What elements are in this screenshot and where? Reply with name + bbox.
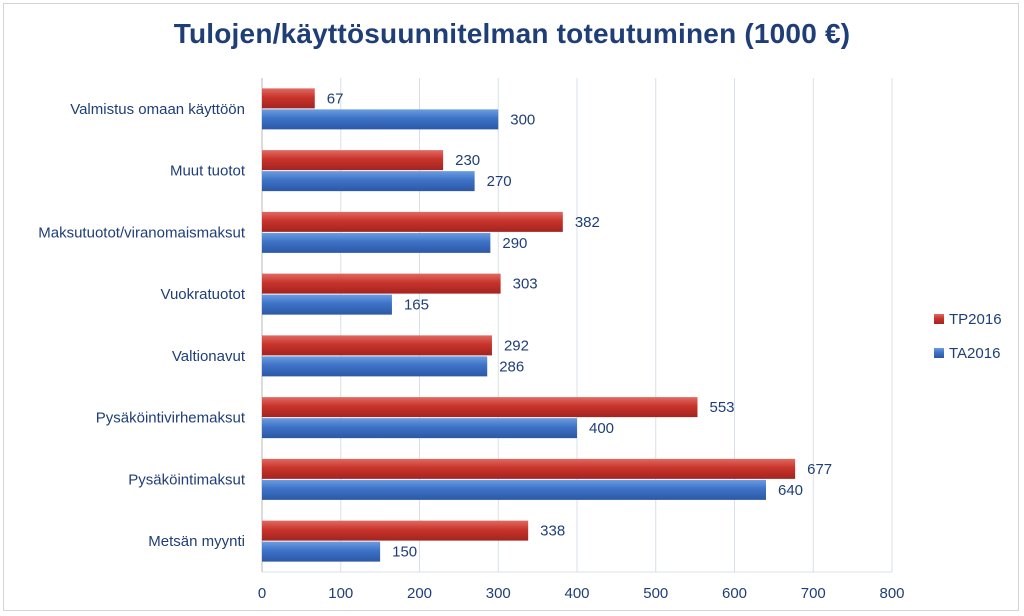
x-tick-label: 500 <box>643 585 668 602</box>
value-label: 640 <box>778 482 803 499</box>
bar-ta2016 <box>262 479 766 500</box>
x-tick-label: 0 <box>258 585 266 602</box>
category-label: Valtionavut <box>172 348 246 365</box>
value-label: 230 <box>455 152 480 169</box>
category-label: Metsän myynti <box>148 533 245 550</box>
bar-ta2016 <box>262 418 577 439</box>
chart-title: Tulojen/käyttösuunnitelman toteutuminen … <box>173 18 851 49</box>
bar-tp2016 <box>262 458 796 479</box>
value-label: 553 <box>709 399 734 416</box>
x-tick-label: 100 <box>328 585 353 602</box>
legend: TP2016 TA2016 <box>934 311 1002 362</box>
category-label: Valmistus omaan käyttöön <box>70 101 245 118</box>
value-label: 290 <box>502 235 527 252</box>
x-tick-label: 800 <box>879 585 904 602</box>
bar-tp2016 <box>262 520 529 541</box>
bar-ta2016 <box>262 294 392 315</box>
x-tick-label: 700 <box>801 585 826 602</box>
value-label: 270 <box>487 173 512 190</box>
value-label: 338 <box>540 523 565 540</box>
bar-tp2016 <box>262 273 501 294</box>
value-label: 400 <box>589 420 614 437</box>
legend-label: TA2016 <box>949 345 1000 362</box>
value-label: 150 <box>392 544 417 561</box>
bar-ta2016 <box>262 541 381 562</box>
category-label: Muut tuotot <box>170 163 246 180</box>
chart-frame <box>3 3 1019 611</box>
x-tick-label: 200 <box>407 585 432 602</box>
bar-tp2016 <box>262 88 315 109</box>
x-tick-label: 300 <box>486 585 511 602</box>
category-label: Pysäköintivirhemaksut <box>96 410 246 427</box>
legend-swatch-tp2016 <box>934 314 944 324</box>
bars <box>262 88 796 562</box>
bar-tp2016 <box>262 150 444 171</box>
value-label: 300 <box>510 111 535 128</box>
labels: 0 100 200 300 400 500 600 700 800 Valmistus omaan… <box>38 90 904 602</box>
x-tick-label: 600 <box>722 585 747 602</box>
bar-tp2016 <box>262 397 698 418</box>
legend-swatch-ta2016 <box>934 348 944 358</box>
bar-ta2016 <box>262 232 491 253</box>
value-label: 677 <box>807 461 832 478</box>
value-label: 165 <box>404 297 429 314</box>
value-label: 382 <box>575 214 600 231</box>
bar-ta2016 <box>262 171 475 192</box>
value-label: 286 <box>499 358 524 375</box>
legend-label: TP2016 <box>949 311 1002 328</box>
bar-ta2016 <box>262 356 488 377</box>
category-label: Maksutuotot/viranomaismaksut <box>38 224 246 241</box>
x-tick-label: 400 <box>564 585 589 602</box>
bar-tp2016 <box>262 211 563 232</box>
value-label: 303 <box>513 276 538 293</box>
value-label: 292 <box>504 337 529 354</box>
category-label: Pysäköintimaksut <box>128 471 246 488</box>
bar-ta2016 <box>262 109 499 130</box>
value-label: 67 <box>327 90 344 107</box>
category-label: Vuokratuotot <box>161 286 246 303</box>
bar-tp2016 <box>262 335 492 356</box>
